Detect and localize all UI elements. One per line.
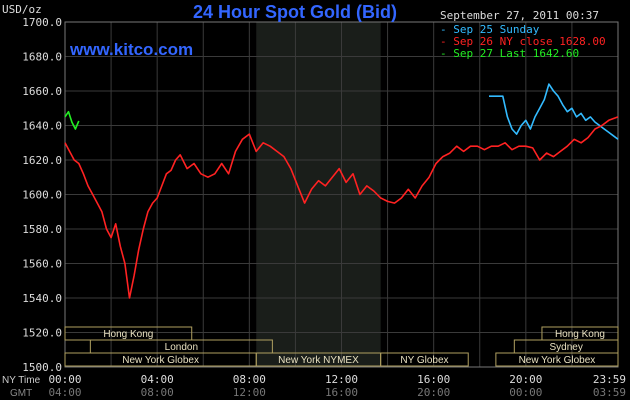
- y-axis-tick-labels: 1500.0 1520.0 1540.0 1560.0 1580.0 1600.0 1620…: [22, 16, 62, 374]
- y-tick-label: 1540.0: [22, 292, 62, 305]
- session-label: NY Globex: [400, 355, 448, 366]
- website-label: www.kitco.com: [69, 40, 193, 59]
- gmt-title: GMT: [10, 388, 32, 399]
- session-label: Sydney: [549, 342, 582, 353]
- y-tick-label: 1640.0: [22, 120, 62, 133]
- series-line: [64, 116, 619, 299]
- session-label: London: [165, 342, 198, 353]
- ny-time-label: 00:00: [48, 373, 81, 386]
- ny-time-label: 04:00: [141, 373, 174, 386]
- session-label: New York Globex: [122, 355, 199, 366]
- ny-time-label: 23:59: [593, 373, 626, 386]
- ny-time-label: 12:00: [325, 373, 358, 386]
- gmt-time-label: 20:00: [417, 386, 450, 399]
- plot-frame: [64, 21, 619, 368]
- legend: - Sep 25 Sunday- Sep 26 NY close 1628.00…: [440, 23, 606, 60]
- gmt-time-label: 00:00: [509, 386, 542, 399]
- gmt-time-label: 08:00: [141, 386, 174, 399]
- y-tick-label: 1520.0: [22, 327, 62, 340]
- y-tick-label: 1500.0: [22, 361, 62, 374]
- series-line: [489, 83, 619, 140]
- session-label: Hong Kong: [103, 329, 153, 340]
- session-label: New York NYMEX: [278, 355, 359, 366]
- chart-title: 24 Hour Spot Gold (Bid): [193, 2, 397, 22]
- timestamp: September 27, 2011 00:37: [440, 9, 599, 22]
- session-label: New York Globex: [519, 355, 596, 366]
- unit-label: USD/oz: [2, 3, 42, 16]
- ny-time-label: 20:00: [509, 373, 542, 386]
- y-tick-label: 1620.0: [22, 154, 62, 167]
- y-tick-label: 1600.0: [22, 189, 62, 202]
- legend-entry: - Sep 27 Last 1642.60: [440, 47, 579, 60]
- gmt-time-label: 16:00: [325, 386, 358, 399]
- y-tick-label: 1660.0: [22, 85, 62, 98]
- gmt-time-label: 12:00: [233, 386, 266, 399]
- session-label: Hong Kong: [555, 329, 605, 340]
- gmt-time-label: 04:00: [48, 386, 81, 399]
- y-tick-label: 1680.0: [22, 51, 62, 64]
- y-tick-label: 1700.0: [22, 16, 62, 29]
- series-lines: [64, 83, 619, 299]
- session-box: [380, 352, 469, 367]
- gmt-time-label: 03:59: [593, 386, 626, 399]
- ny-time-label: 16:00: [417, 373, 450, 386]
- legend-entry: - Sep 26 NY close 1628.00: [440, 35, 606, 48]
- ny-time-title: NY Time: [2, 375, 41, 386]
- ny-time-label: 08:00: [233, 373, 266, 386]
- series-line: [64, 110, 80, 130]
- market-sessions: Hong Kong Hong Kong London Sydney New York G…: [64, 326, 619, 367]
- y-tick-label: 1560.0: [22, 258, 62, 271]
- y-tick-label: 1580.0: [22, 223, 62, 236]
- legend-entry: - Sep 25 Sunday: [440, 23, 540, 36]
- session-box: [495, 352, 619, 367]
